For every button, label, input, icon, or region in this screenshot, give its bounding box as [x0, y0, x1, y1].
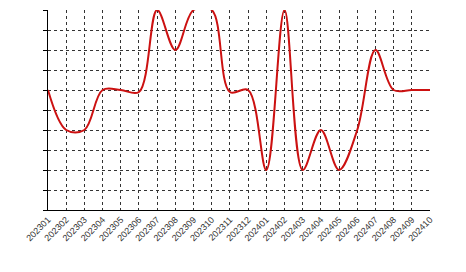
svg-text:202402: 202402	[261, 215, 289, 243]
svg-text:202401: 202401	[243, 215, 271, 243]
svg-text:202307: 202307	[133, 215, 161, 243]
svg-text:202311: 202311	[207, 215, 235, 243]
svg-text:202301: 202301	[24, 215, 52, 243]
svg-text:202309: 202309	[170, 215, 198, 243]
svg-text:202406: 202406	[334, 215, 362, 243]
svg-text:202407: 202407	[352, 215, 380, 243]
svg-text:202308: 202308	[152, 215, 180, 243]
svg-text:202304: 202304	[79, 215, 107, 243]
svg-text:202305: 202305	[97, 215, 125, 243]
svg-text:202404: 202404	[297, 215, 325, 243]
svg-text:202403: 202403	[279, 215, 307, 243]
svg-text:202306: 202306	[115, 215, 143, 243]
svg-text:202409: 202409	[388, 215, 416, 243]
svg-text:202303: 202303	[61, 215, 89, 243]
svg-text:202408: 202408	[370, 215, 398, 243]
svg-text:202302: 202302	[42, 215, 70, 243]
svg-text:202410: 202410	[406, 215, 434, 243]
svg-text:202310: 202310	[188, 215, 216, 243]
svg-text:202405: 202405	[315, 215, 343, 243]
svg-text:202312: 202312	[224, 215, 252, 243]
